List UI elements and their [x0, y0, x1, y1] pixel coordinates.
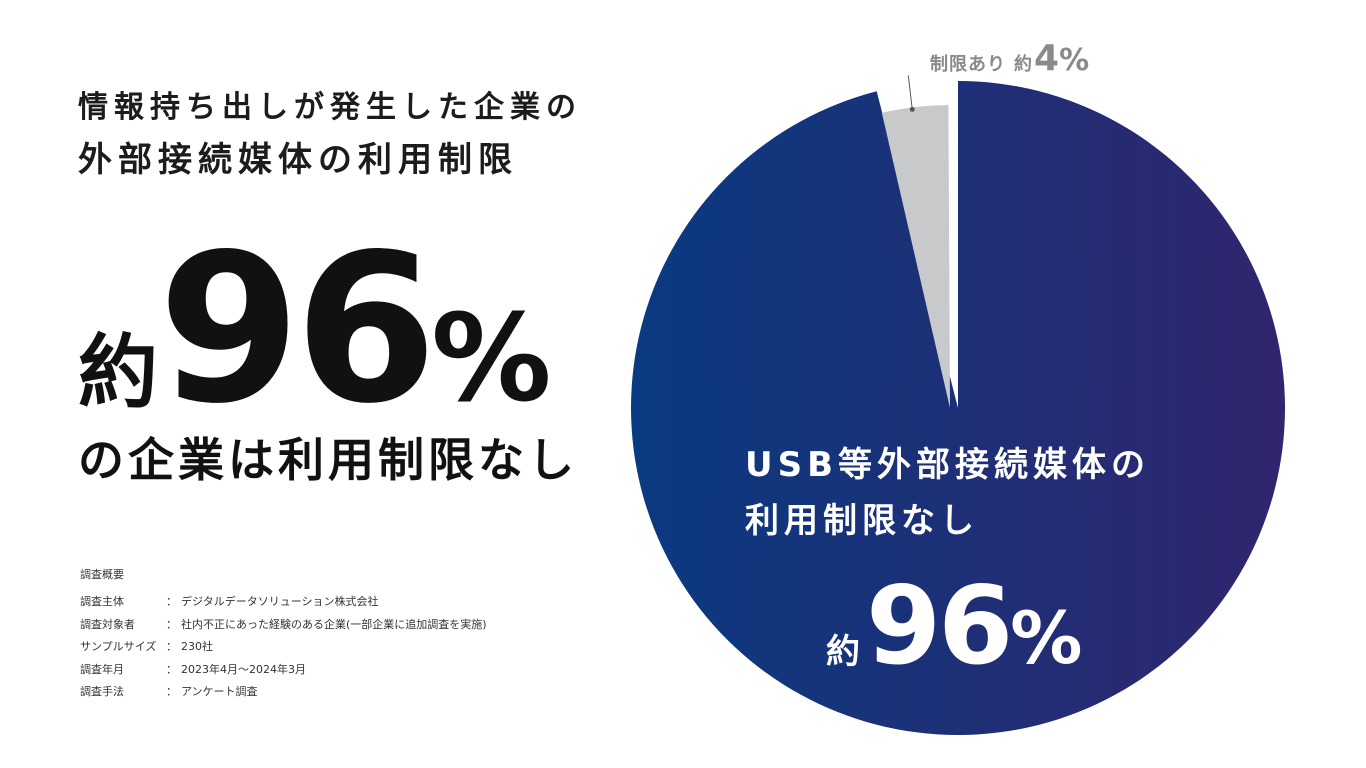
main-slice-label-line1: USB等外部接続媒体の: [745, 445, 1150, 485]
survey-row-label: 調査年月: [80, 662, 124, 676]
survey-row-colon: ：: [166, 617, 177, 631]
leader-line: [907, 75, 913, 110]
survey-row-colon: ：: [166, 662, 177, 676]
survey-row: 調査主体 ： デジタルデータソリューション株式会社: [80, 590, 487, 613]
headline-line1: 情報持ち出しが発生した企業の: [78, 90, 582, 125]
survey-row-label: 調査手法: [80, 685, 124, 699]
survey-row: 調査手法 ： アンケート調査: [80, 680, 487, 703]
survey-row: 調査年月 ： 2023年4月〜2024年3月: [80, 658, 487, 681]
survey-row-value: 社内不正にあった経験のある企業(一部企業に追加調査を実施): [181, 617, 487, 631]
survey-row-colon: ：: [166, 685, 177, 699]
main-slice-value: 96: [866, 564, 1010, 689]
big-stat-unit: %: [431, 290, 552, 429]
big-stat-caption: の企業は利用制限なし: [78, 433, 578, 487]
minor-slice-unit: %: [1059, 43, 1089, 78]
main-slice-unit: %: [1010, 596, 1082, 680]
big-stat-number: 96: [158, 211, 437, 449]
minor-slice-label: 制限あり 約4%: [930, 38, 1089, 79]
main-slice-label-line2: 利用制限なし: [745, 501, 979, 541]
survey-row-value: アンケート調査: [181, 685, 258, 699]
minor-slice-label-text: 制限あり: [930, 54, 1006, 75]
survey-title: 調査概要: [80, 568, 124, 581]
pie-slice-no-restriction: [631, 81, 1285, 736]
survey-row-value: 2023年4月〜2024年3月: [181, 662, 306, 676]
survey-overview: 調査概要 調査主体 ： デジタルデータソリューション株式会社 調査対象者 ： 社…: [80, 566, 487, 703]
survey-row-label: 調査主体: [80, 595, 124, 609]
survey-row-value: 230社: [181, 640, 213, 654]
survey-row-colon: ：: [166, 595, 177, 609]
survey-row: サンプルサイズ ： 230社: [80, 635, 487, 658]
pie-slice-restricted: [881, 105, 950, 408]
leader-dot: [909, 106, 915, 112]
survey-row-label: サンプルサイズ: [80, 640, 157, 654]
survey-row-label: 調査対象者: [80, 617, 135, 631]
minor-slice-value: 4: [1034, 38, 1059, 79]
big-stat: 約96%: [78, 228, 552, 433]
minor-slice-prefix: 約: [1014, 53, 1032, 75]
survey-row: 調査対象者 ： 社内不正にあった経験のある企業(一部企業に追加調査を実施): [80, 613, 487, 636]
survey-row-value: デジタルデータソリューション株式会社: [181, 595, 379, 609]
big-stat-prefix: 約: [78, 326, 158, 419]
main-slice-value-label: 約96%: [826, 564, 1082, 689]
headline-line2: 外部接続媒体の利用制限: [78, 140, 518, 180]
survey-row-colon: ：: [166, 640, 177, 654]
main-slice-prefix: 約: [826, 632, 860, 672]
